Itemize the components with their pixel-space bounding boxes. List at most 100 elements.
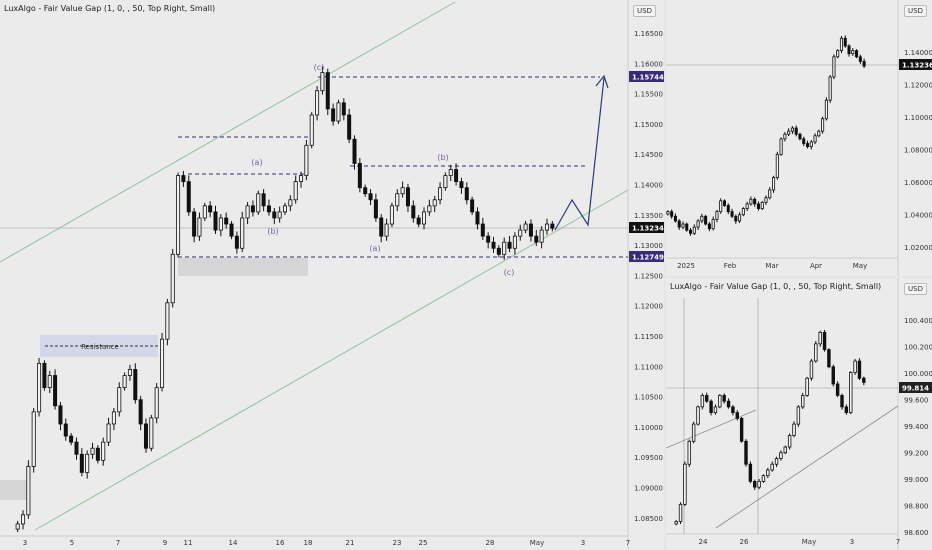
main-candle [224,217,229,225]
tr-candle [862,61,866,67]
bottom-right-chart[interactable]: 100.400 100.200 100.000 99.600 99.400 99.200 9… [666,278,932,550]
tr-candle [805,143,810,148]
main-candle [464,187,469,201]
br-candle [835,383,840,396]
wave-label: (c) [314,63,325,72]
br-candle [831,366,835,385]
bottom-right-currency-badge[interactable]: USD [904,283,927,295]
main-candle [272,211,277,219]
main-candle [534,235,539,243]
tr-candle [813,135,817,143]
tr-candle [719,200,723,213]
tr-candle [688,229,693,234]
main-candle [160,338,165,389]
tr-candle [851,50,855,55]
price-tag-bg [629,71,664,82]
tr-candle [666,211,670,215]
br-candle [735,412,739,419]
br-candle [687,440,691,465]
main-candle [42,362,47,389]
main-candle [363,187,368,195]
main-candle [539,229,544,243]
br-y-tick-label: 98.600 [904,529,929,537]
br-x-tick-label: May [802,538,816,546]
br-candle [678,503,683,522]
br-price-tag-label: 99.814 [902,385,929,393]
main-y-tick-label: 1.16500 [634,30,663,38]
tr-candle [783,133,787,140]
top-right-currency-badge[interactable]: USD [904,5,927,17]
main-y-tick-label: 1.13000 [634,242,663,250]
br-trend-line [715,405,899,529]
main-candle [234,235,239,249]
price-tag-label: 1.15744 [632,74,664,82]
tr-candle [809,141,813,148]
tr-y-tick-label: 1.08000 [904,147,932,155]
tr-y-tick-label: 1.06000 [904,179,932,187]
br-x-tick-label: 3 [850,538,854,546]
main-chart[interactable]: 1.16500 1.16000 1.15500 1.15000 1.14500 1.140… [0,0,664,550]
main-x-tick-label: 25 [419,539,428,547]
tr-x-tick-label: Apr [810,262,822,270]
br-candle [783,446,787,454]
main-candle [154,387,159,419]
tr-candle [768,189,772,199]
main-y-tick-label: 1.11500 [634,333,663,341]
main-candle [389,205,394,225]
tr-candle [847,45,851,55]
br-x-tick-label: 26 [740,538,749,546]
top-right-chart-panel[interactable]: 1.14000 1.12000 1.10000 1.08000 1.06000 1.040… [666,0,932,276]
main-candle [373,199,378,219]
tr-candle [696,220,700,228]
br-trend-line [666,409,757,449]
main-candle [127,369,132,376]
br-candle [853,360,857,373]
br-candle [731,406,735,414]
tr-candle [692,226,696,234]
tr-candle [711,218,715,230]
main-candle [90,447,95,455]
main-y-tick-label: 1.10500 [634,394,663,402]
tr-candle [772,177,776,191]
br-x-tick-label: 24 [699,538,708,546]
main-candle [240,217,245,249]
tr-candle [839,37,844,52]
br-candle [805,377,809,396]
main-candle [459,181,464,189]
tr-candle [730,211,734,217]
main-candle [277,211,282,219]
br-candle [827,349,831,368]
main-candle [528,223,533,237]
tr-candle [753,198,757,205]
bottom-right-chart-panel[interactable]: 100.400 100.200 100.000 99.600 99.400 99.200 9… [666,278,932,550]
br-candle [696,406,700,425]
main-currency-badge[interactable]: USD [633,5,656,17]
main-x-tick-label: 14 [229,539,238,547]
tr-candle [802,138,806,144]
main-y-tick-label: 1.08500 [634,515,663,523]
br-candle [809,360,814,379]
tr-candle [749,198,753,205]
br-candle [814,343,818,362]
upper-channel-line [0,1,456,263]
top-right-chart[interactable]: 1.14000 1.12000 1.10000 1.08000 1.06000 1.040… [666,0,932,276]
tr-candle [760,201,764,209]
main-candle [304,144,309,176]
main-candle [347,114,352,140]
tr-candle [855,50,859,58]
main-x-tick-label: 23 [393,539,402,547]
br-candle [792,423,796,436]
br-x-tick-label: 7 [896,538,900,546]
main-y-tick-label: 1.12500 [634,272,663,280]
br-candle [718,395,722,408]
main-candle [309,114,314,146]
main-candle [192,211,197,237]
main-candle [288,199,293,207]
br-y-tick-label: 99.400 [904,423,929,431]
wave-label: (b) [437,153,448,162]
main-chart-panel[interactable]: 1.16500 1.16000 1.15500 1.15000 1.14500 1.140… [0,0,664,550]
main-y-tick-label: 1.14000 [634,182,663,190]
br-candle [862,377,866,383]
main-x-tick-label: 7 [626,539,630,547]
tr-x-tick-label: 2025 [677,262,695,270]
